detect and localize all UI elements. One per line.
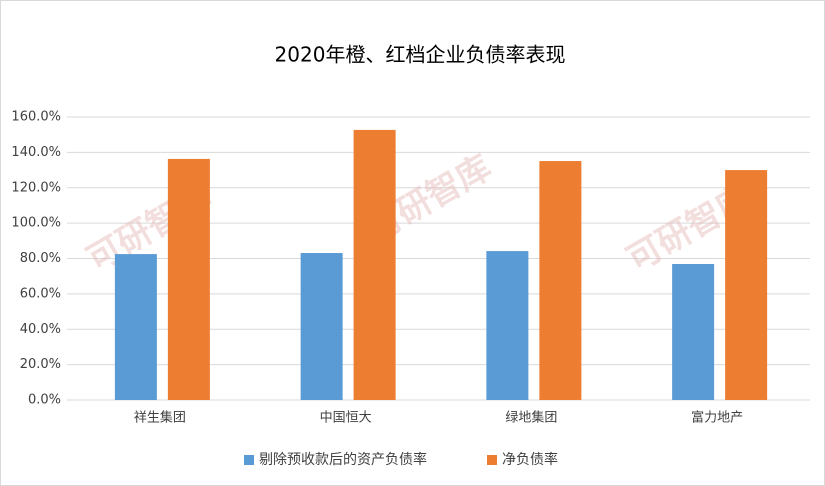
bar <box>725 170 768 400</box>
legend-swatch <box>244 455 254 465</box>
bar <box>114 254 157 400</box>
y-tick-label: 140.0% <box>11 145 61 160</box>
y-tick-label: 120.0% <box>11 180 61 195</box>
y-tick-label: 60.0% <box>20 286 61 301</box>
x-tick-label: 中国恒大 <box>320 411 372 426</box>
bar <box>353 129 396 401</box>
y-tick-label: 40.0% <box>20 322 61 337</box>
bar <box>300 253 343 400</box>
y-tick-label: 100.0% <box>11 216 61 231</box>
bar <box>486 251 529 400</box>
x-tick-label: 祥生集团 <box>134 410 186 426</box>
legend-label: 剔除预收款后的资产负债率 <box>259 451 427 468</box>
x-tick-label: 富力地产 <box>691 410 743 426</box>
chart-title: 2020年橙、红档企业负债率表现 <box>275 43 566 67</box>
legend-swatch <box>487 455 497 465</box>
y-tick-label: 20.0% <box>20 357 61 372</box>
bar <box>539 161 582 400</box>
x-tick-label: 绿地集团 <box>505 410 557 426</box>
y-tick-label: 160.0% <box>11 110 61 125</box>
bar <box>167 158 210 400</box>
bar <box>672 263 715 400</box>
y-tick-label: 0.0% <box>28 393 61 408</box>
y-tick-label: 80.0% <box>20 251 61 266</box>
legend-label: 净负债率 <box>502 451 558 468</box>
